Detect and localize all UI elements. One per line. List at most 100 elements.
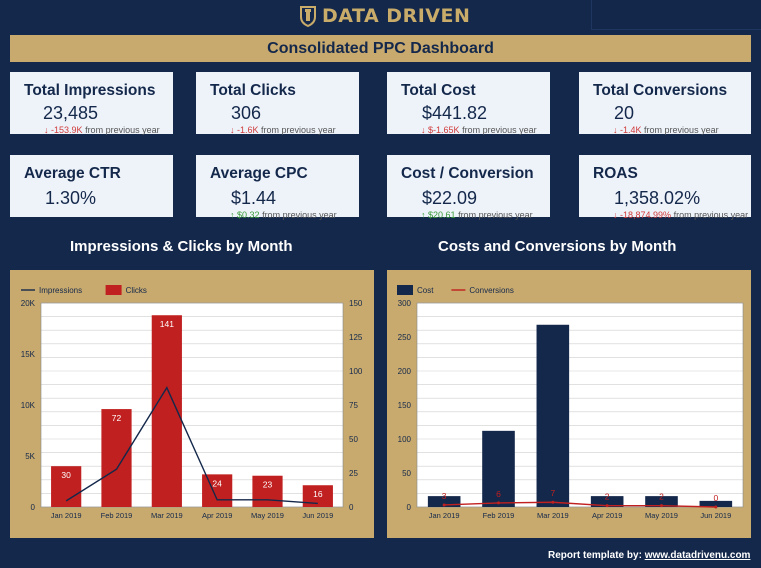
legend-swatch bbox=[397, 285, 413, 295]
category-label: Feb 2019 bbox=[483, 511, 515, 520]
shield-logo-icon bbox=[300, 6, 316, 27]
kpi-title: Average CTR bbox=[24, 165, 121, 182]
kpi-delta: ↓ -1.6K from previous year bbox=[230, 125, 336, 135]
bar bbox=[101, 409, 132, 507]
delta-value: $0.32 bbox=[237, 210, 260, 220]
left-tick-label: 20K bbox=[21, 299, 36, 308]
left-tick-label: 150 bbox=[398, 401, 412, 410]
arrow-down-icon: ↓ bbox=[421, 125, 426, 135]
category-label: Mar 2019 bbox=[151, 511, 183, 520]
left-tick-label: 15K bbox=[21, 350, 36, 359]
brand-name: DATA DRIVEN bbox=[322, 5, 471, 27]
bar-data-label: 23 bbox=[263, 480, 273, 490]
delta-value: -1.6K bbox=[237, 125, 259, 135]
page-title: Consolidated PPC Dashboard bbox=[10, 35, 751, 62]
kpi-title: Total Cost bbox=[401, 82, 476, 99]
footer-label: Report template by: bbox=[548, 550, 642, 561]
delta-suffix: from previous year bbox=[644, 125, 719, 135]
kpi-delta: ↓ -1.4K from previous year bbox=[613, 125, 719, 135]
line-data-label: 2 bbox=[659, 492, 664, 502]
category-label: Apr 2019 bbox=[592, 511, 622, 520]
category-label: Jan 2019 bbox=[51, 511, 82, 520]
delta-value: -1.4K bbox=[620, 125, 642, 135]
category-label: Jun 2019 bbox=[302, 511, 333, 520]
bar bbox=[302, 485, 333, 507]
legend-swatch bbox=[105, 285, 122, 295]
line-data-label: 6 bbox=[496, 489, 501, 499]
delta-suffix: from previous year bbox=[458, 210, 533, 220]
kpi-delta: ↓ $-1.65K from previous year bbox=[421, 125, 537, 135]
kpi-title: ROAS bbox=[593, 165, 638, 182]
chart-panel-impressions-clicks: 0 5K 10K 15K 20K 0 25 50 75 100 125 150 Jan 2019 Feb … bbox=[10, 270, 374, 538]
line-data-label: 2 bbox=[605, 492, 610, 502]
plot-area bbox=[417, 303, 743, 507]
bar bbox=[590, 496, 624, 507]
kpi-value: 306 bbox=[231, 103, 262, 123]
kpi-value: 20 bbox=[614, 103, 635, 123]
line-point bbox=[442, 503, 446, 507]
category-label: May 2019 bbox=[251, 511, 284, 520]
bar bbox=[202, 474, 233, 507]
legend-label: Conversions bbox=[469, 286, 513, 295]
line-point bbox=[660, 504, 663, 508]
left-tick-label: 200 bbox=[398, 367, 412, 376]
kpi-value: 1.30% bbox=[45, 188, 97, 208]
kpi-card-cpc: Average CPC $1.44 ↑ $0.32 from previous … bbox=[196, 155, 359, 220]
line-point bbox=[551, 500, 555, 504]
category-label: May 2019 bbox=[645, 511, 678, 520]
left-tick-label: 100 bbox=[398, 435, 412, 444]
bar bbox=[427, 496, 461, 507]
bar-data-label: 24 bbox=[212, 478, 222, 488]
kpi-delta: ↓ -18,874.99% from previous year bbox=[613, 210, 748, 220]
delta-suffix: from previous year bbox=[261, 125, 336, 135]
section-title-costs-conversions: Costs and Conversions by Month bbox=[438, 238, 677, 255]
footer-link[interactable]: www.datadrivenu.com bbox=[644, 550, 751, 561]
kpi-value: $1.44 bbox=[231, 188, 277, 208]
chart-panel-costs-conversions: 0 50 100 150 200 250 300 Jan 2019 Feb 2019 Mar 20… bbox=[387, 270, 751, 538]
right-tick-label: 150 bbox=[349, 299, 363, 308]
left-tick-label: 5K bbox=[25, 452, 35, 461]
arrow-down-icon: ↓ bbox=[44, 125, 49, 135]
kpi-card-roas: ROAS 1,358.02% ↓ -18,874.99% from previo… bbox=[579, 155, 751, 220]
header-panel bbox=[591, 0, 761, 30]
kpi-delta: ↓ -153.9K from previous year bbox=[44, 125, 160, 135]
arrow-down-icon: ↓ bbox=[230, 125, 235, 135]
kpi-card-conversions: Total Conversions 20 ↓ -1.4K from previo… bbox=[579, 72, 751, 135]
kpi-title: Total Impressions bbox=[24, 82, 156, 99]
category-label: Feb 2019 bbox=[101, 511, 133, 520]
bar bbox=[645, 496, 678, 507]
kpi-card-ctr: Average CTR 1.30% bbox=[10, 155, 173, 217]
left-tick-label: 300 bbox=[398, 299, 412, 308]
bar bbox=[699, 500, 733, 507]
legend-label: Impressions bbox=[39, 286, 82, 295]
right-tick-label: 50 bbox=[349, 435, 358, 444]
kpi-value: $22.09 bbox=[422, 188, 478, 208]
right-tick-label: 0 bbox=[349, 503, 354, 512]
plot-border bbox=[40, 302, 344, 508]
right-tick-label: 100 bbox=[349, 367, 363, 376]
series-line bbox=[444, 501, 716, 508]
costs-conversions-chart: 0 50 100 150 200 250 300 Jan 2019 Feb 2019 Mar 20… bbox=[397, 285, 744, 520]
category-label: Jun 2019 bbox=[700, 511, 731, 520]
right-tick-label: 125 bbox=[349, 333, 363, 342]
plot-area bbox=[41, 303, 343, 507]
line-point bbox=[605, 504, 609, 508]
kpi-title: Total Conversions bbox=[593, 82, 728, 99]
line-data-label: 7 bbox=[550, 488, 555, 498]
bar-data-label: 72 bbox=[112, 413, 122, 423]
kpi-value: $441.82 bbox=[422, 103, 488, 123]
right-tick-label: 25 bbox=[349, 469, 358, 478]
legend-label: Cost bbox=[417, 286, 434, 295]
bar-data-label: 16 bbox=[313, 489, 323, 499]
kpi-delta: ↑ $20.61 from previous year bbox=[421, 210, 533, 220]
delta-suffix: from previous year bbox=[262, 210, 337, 220]
category-label: Jan 2019 bbox=[429, 511, 460, 520]
arrow-up-icon: ↑ bbox=[230, 210, 235, 220]
line-data-label: 0 bbox=[713, 493, 718, 503]
category-label: Mar 2019 bbox=[537, 511, 569, 520]
bar-data-label: 30 bbox=[61, 470, 71, 480]
kpi-title: Average CPC bbox=[210, 165, 308, 182]
delta-value: -153.9K bbox=[51, 125, 83, 135]
arrow-down-icon: ↓ bbox=[613, 125, 618, 135]
line-point bbox=[714, 505, 718, 509]
